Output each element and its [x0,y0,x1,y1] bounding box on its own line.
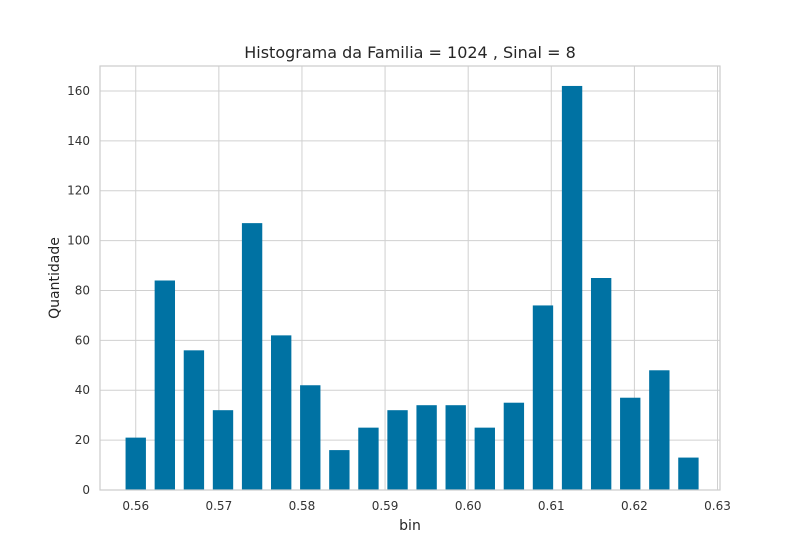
bar [590,278,612,490]
x-tick-label: 0.60 [455,499,482,513]
x-tick-labels: 0.56 0.57 0.58 0.59 0.60 0.61 0.62 0.63 [122,499,730,513]
bars-group [125,85,699,491]
bar [183,350,205,490]
y-axis-label: Quantidade [47,237,63,319]
bar [649,370,670,490]
y-tick-label: 140 [67,134,90,148]
y-tick-label: 40 [75,383,90,397]
x-tick-label: 0.62 [621,499,648,513]
x-tick-label: 0.63 [704,499,731,513]
bar [300,385,321,490]
x-tick-label: 0.61 [538,499,565,513]
bar [329,450,350,490]
plot-frame [99,65,721,491]
bar [358,427,379,490]
grid-lines [100,66,720,491]
bar [532,305,554,490]
x-tick-label: 0.56 [122,499,149,513]
y-tick-label: 120 [67,184,90,198]
bar [125,437,146,490]
bar [154,280,176,490]
bar [270,335,292,490]
y-tick-label: 80 [75,283,90,297]
y-tick-label: 20 [75,433,90,447]
y-tick-label: 0 [82,483,90,497]
bar [561,85,583,490]
chart-title: Histograma da Familia = 1024 , Sinal = 8 [244,43,576,62]
bar [503,402,525,490]
bar [387,410,408,490]
bar [416,405,437,490]
bar [620,397,641,490]
y-tick-label: 100 [67,234,90,248]
x-tick-label: 0.57 [205,499,232,513]
bar [241,223,263,491]
x-tick-label: 0.59 [372,499,399,513]
y-tick-label: 60 [75,333,90,347]
x-axis-label: bin [399,518,421,534]
y-tick-labels: 0 20 40 60 80 100 120 140 160 [67,84,90,497]
y-tick-label: 160 [67,84,90,98]
bar [474,427,495,490]
x-tick-label: 0.58 [289,499,316,513]
bar [212,410,234,490]
bar [678,457,699,490]
bar [445,405,466,490]
